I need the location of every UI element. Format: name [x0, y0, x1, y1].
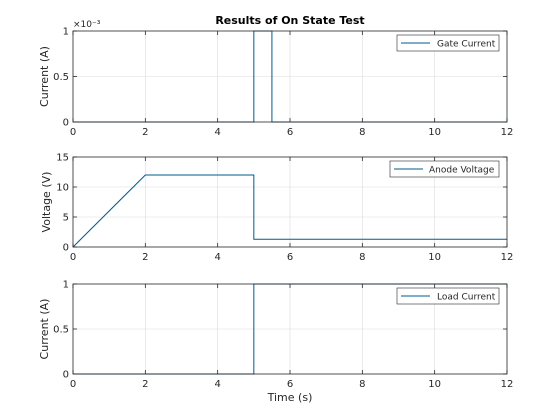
- y-tick-label: 0.5: [53, 72, 69, 83]
- ticks: 0 2 4 6 8 10 12 0 0.5 1: [53, 280, 513, 391]
- subplot-load-current: 0 2 4 6 8 10 12 0 0.5 1 Current (A) Time (s) Load…: [38, 280, 513, 405]
- x-tick-label: 2: [142, 379, 148, 390]
- x-tick-label: 12: [501, 127, 514, 138]
- y-tick-label: 5: [63, 213, 69, 224]
- x-tick-label: 2: [142, 252, 148, 263]
- y-tick-label: 0: [63, 243, 69, 254]
- x-tick-label: 10: [428, 252, 441, 263]
- x-tick-label: 12: [501, 252, 514, 263]
- y-tick-label: 0.5: [53, 325, 69, 336]
- y-tick-label: 1: [63, 27, 69, 38]
- x-tick-label: 0: [70, 252, 76, 263]
- y-tick-label: 0: [63, 370, 69, 381]
- legend-label-anode-voltage: Anode Voltage: [429, 166, 495, 176]
- x-tick-label: 4: [214, 127, 220, 138]
- legend: Load Current: [396, 287, 500, 305]
- x-tick-label: 10: [428, 127, 441, 138]
- x-tick-label: 8: [359, 379, 365, 390]
- legend-box: [396, 34, 500, 52]
- series-line-anode-voltage: [72, 174, 507, 248]
- y-axis-label: Current (A): [38, 46, 51, 107]
- x-tick-label: 8: [359, 127, 365, 138]
- x-tick-label: 6: [287, 127, 293, 138]
- x-tick-label: 6: [287, 379, 293, 390]
- x-tick-label: 4: [214, 252, 220, 263]
- x-tick-label: 10: [428, 379, 441, 390]
- grid: [73, 31, 507, 122]
- ticks: 0 2 4 6 8 10 12 0 0.5 1: [53, 27, 513, 139]
- y-tick-label: 10: [56, 183, 69, 194]
- x-tick-label: 0: [70, 379, 76, 390]
- series-layer: [72, 174, 507, 248]
- legend-label-load-current: Load Current: [437, 293, 496, 303]
- legend-label-gate-current: Gate Current: [437, 40, 496, 50]
- grid: [73, 284, 507, 374]
- ticks: 0 2 4 6 8 10 12 0 5 10 15: [56, 153, 513, 264]
- x-tick-label: 8: [359, 252, 365, 263]
- y-tick-label: 1: [63, 280, 69, 291]
- x-tick-label: 2: [142, 127, 148, 138]
- legend-box: [389, 160, 500, 178]
- y-axis-exponent: ×10⁻³: [73, 20, 101, 30]
- x-tick-label: 0: [70, 127, 76, 138]
- subplot-anode-voltage: 0 2 4 6 8 10 12 0 5 10 15 Voltage (V) Anode Voltag…: [40, 153, 513, 264]
- chart-title: Results of On State Test: [215, 14, 364, 27]
- legend: Anode Voltage: [389, 160, 500, 178]
- x-tick-label: 12: [501, 379, 514, 390]
- x-tick-label: 6: [287, 252, 293, 263]
- y-axis-label: Current (A): [38, 299, 51, 360]
- legend: Gate Current: [396, 34, 500, 52]
- x-axis-label: Time (s): [267, 391, 313, 404]
- legend-box: [396, 287, 500, 305]
- y-axis-label: Voltage (V): [40, 172, 53, 233]
- x-tick-label: 4: [214, 379, 220, 390]
- y-tick-label: 15: [56, 153, 69, 164]
- y-tick-label: 0: [63, 118, 69, 129]
